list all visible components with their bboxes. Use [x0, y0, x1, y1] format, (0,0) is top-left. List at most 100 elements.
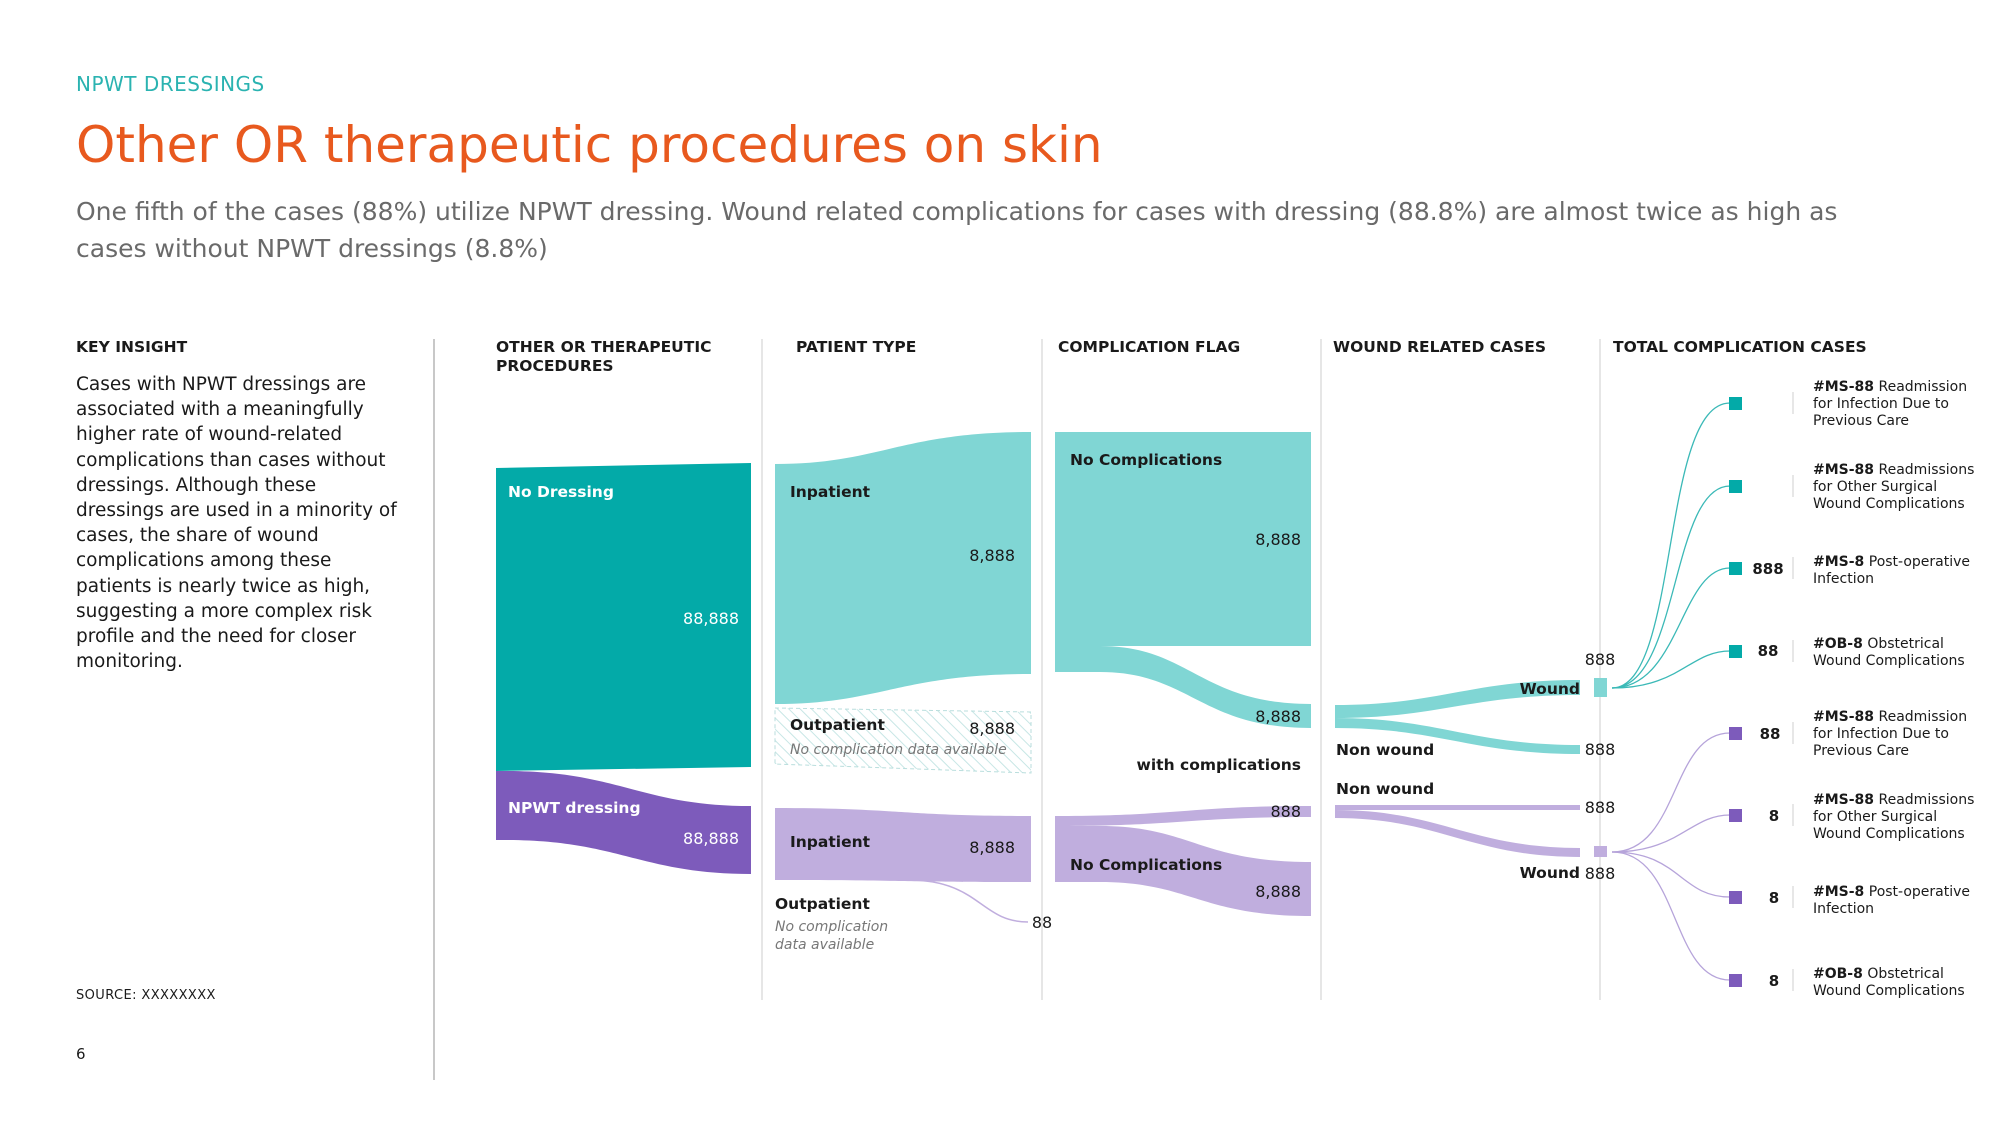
purple-outpatient-note-2: data available — [775, 937, 874, 953]
teal-inpatient-node — [775, 432, 1031, 704]
teal-legend-1: #MS-88 Readmission for Infection Due to … — [1813, 379, 1967, 429]
purple-complication-value-4: 8 — [1769, 972, 1779, 990]
teal-inpatient-value: 8,888 — [969, 546, 1015, 565]
svg-text:for Other Surgical: for Other Surgical — [1813, 479, 1937, 495]
purple-with-complications-value: 888 — [1270, 802, 1301, 821]
purple-outpatient-value: 88 — [1032, 913, 1052, 932]
purple-non-wound-value: 888 — [1585, 798, 1616, 817]
purple-fan-line-1 — [1611, 732, 1731, 853]
column-header-complication-flag: COMPLICATION FLAG — [1058, 338, 1241, 356]
column-header-total-complications: TOTAL COMPLICATION CASES — [1613, 338, 1867, 356]
purple-marker-2 — [1729, 809, 1742, 822]
purple-no-complications-node — [1055, 826, 1311, 916]
page-subtitle: One fifth of the cases (88%) utilize NPW… — [76, 197, 1838, 263]
teal-complication-value-4: 88 — [1758, 642, 1779, 660]
svg-text:Previous Care: Previous Care — [1813, 743, 1909, 759]
teal-non-wound-label: Non wound — [1336, 741, 1434, 759]
purple-fan-lines — [1611, 732, 1731, 981]
svg-text:Infection: Infection — [1813, 571, 1874, 587]
svg-text:Wound Complications: Wound Complications — [1813, 983, 1965, 999]
teal-outpatient-value: 8,888 — [969, 719, 1015, 738]
teal-non-wound-value: 888 — [1585, 740, 1616, 759]
svg-text:Previous Care: Previous Care — [1813, 413, 1909, 429]
svg-text:Wound Complications: Wound Complications — [1813, 496, 1965, 512]
svg-text:#MS-8 Post-operative: #MS-8 Post-operative — [1813, 884, 1970, 900]
svg-text:Wound Complications: Wound Complications — [1813, 653, 1965, 669]
svg-text:#MS-88 Readmission: #MS-88 Readmission — [1813, 709, 1967, 725]
svg-text:#MS-88 Readmissions: #MS-88 Readmissions — [1813, 792, 1974, 808]
teal-no-complications-value: 8,888 — [1255, 530, 1301, 549]
purple-non-wound-label: Non wound — [1336, 780, 1434, 798]
teal-marker-2 — [1729, 480, 1742, 493]
purple-complication-value-3: 8 — [1769, 889, 1779, 907]
teal-legend-4: #OB-8 Obstetrical Wound Complications — [1813, 636, 1965, 669]
purple-fan-line-2 — [1611, 814, 1731, 853]
no-dressing-label: No Dressing — [508, 483, 614, 501]
svg-text:for Other Surgical: for Other Surgical — [1813, 809, 1937, 825]
column-header-wound-related: WOUND RELATED CASES — [1333, 338, 1546, 356]
column-header-procedures: OTHER OR THERAPEUTIC PROCEDURES — [496, 338, 712, 375]
teal-fan-line-4 — [1611, 650, 1731, 689]
svg-text:#OB-8 Obstetrical: #OB-8 Obstetrical — [1813, 966, 1944, 982]
eyebrow-label: NPWT DRESSINGS — [76, 72, 265, 96]
svg-text:#OB-8 Obstetrical: #OB-8 Obstetrical — [1813, 636, 1944, 652]
teal-with-complications-value: 8,888 — [1255, 707, 1301, 726]
purple-legend-4: #OB-8 Obstetrical Wound Complications — [1813, 966, 1965, 999]
purple-wound-flow — [1335, 810, 1580, 857]
svg-text:Wound Complications: Wound Complications — [1813, 826, 1965, 842]
svg-text:for Infection Due to: for Infection Due to — [1813, 726, 1949, 742]
purple-wound-total: 888 — [1585, 864, 1616, 883]
purple-marker-3 — [1729, 891, 1742, 904]
purple-no-complications-value: 8,888 — [1255, 882, 1301, 901]
teal-wound-hub — [1594, 678, 1607, 697]
teal-wound-label: Wound — [1520, 680, 1580, 698]
teal-outpatient-label: Outpatient — [790, 716, 885, 734]
purple-outpatient-note-1: No complication — [775, 919, 888, 935]
svg-text:for Infection Due to: for Infection Due to — [1813, 396, 1949, 412]
svg-text:#MS-88 Readmissions: #MS-88 Readmissions — [1813, 462, 1974, 478]
teal-no-complications-node — [1055, 432, 1311, 646]
teal-outpatient-node — [774, 707, 1032, 774]
key-insight-body: Cases with NPWT dressings are associated… — [76, 374, 397, 673]
purple-outpatient-link — [907, 879, 1029, 923]
purple-legend-2: #MS-88 Readmissions for Other Surgical W… — [1813, 792, 1974, 842]
purple-wound-hub — [1594, 846, 1607, 857]
purple-marker-4 — [1729, 974, 1742, 987]
npwt-dressing-label: NPWT dressing — [508, 799, 641, 817]
purple-legend-1: #MS-88 Readmission for Infection Due to … — [1813, 709, 1967, 759]
page-title: Other OR therapeutic procedures on skin — [76, 116, 1103, 174]
purple-non-wound-flow — [1335, 805, 1580, 810]
purple-no-complications-label: No Complications — [1070, 856, 1222, 874]
column-header-patient-type: PATIENT TYPE — [796, 338, 917, 356]
teal-complication-value-3: 888 — [1752, 560, 1783, 578]
purple-fan-line-4 — [1611, 851, 1731, 981]
purple-marker-1 — [1729, 727, 1742, 740]
left-divider — [433, 339, 435, 1080]
svg-text:#MS-8 Post-operative: #MS-8 Post-operative — [1813, 554, 1970, 570]
purple-complication-value-2: 8 — [1769, 807, 1779, 825]
purple-with-complications-flow — [1055, 806, 1311, 826]
teal-marker-3 — [1729, 562, 1742, 575]
teal-non-wound-flow — [1335, 718, 1580, 754]
teal-marker-1 — [1729, 397, 1742, 410]
teal-fan-line-3 — [1611, 567, 1731, 689]
purple-inpatient-label: Inpatient — [790, 833, 871, 851]
column-dividers — [761, 339, 1601, 1000]
teal-with-complications-flow — [1055, 646, 1311, 728]
with-complications-label: with complications — [1137, 756, 1301, 774]
teal-fan-line-1 — [1611, 402, 1731, 689]
teal-wound-total: 888 — [1585, 650, 1616, 669]
purple-fan-line-3 — [1611, 851, 1731, 898]
purple-wound-label: Wound — [1520, 864, 1580, 882]
teal-fan-line-2 — [1611, 485, 1731, 689]
teal-outpatient-note: No complication data available — [790, 742, 1007, 758]
teal-inpatient-label: Inpatient — [790, 483, 871, 501]
purple-complication-value-1: 88 — [1760, 725, 1781, 743]
page-number: 6 — [76, 1045, 86, 1063]
purple-inpatient-value: 8,888 — [969, 838, 1015, 857]
purple-inpatient-node — [775, 808, 1031, 882]
teal-legend-2: #MS-88 Readmissions for Other Surgical W… — [1813, 462, 1974, 512]
teal-wound-flow — [1335, 680, 1580, 718]
purple-outpatient-label: Outpatient — [775, 895, 870, 913]
